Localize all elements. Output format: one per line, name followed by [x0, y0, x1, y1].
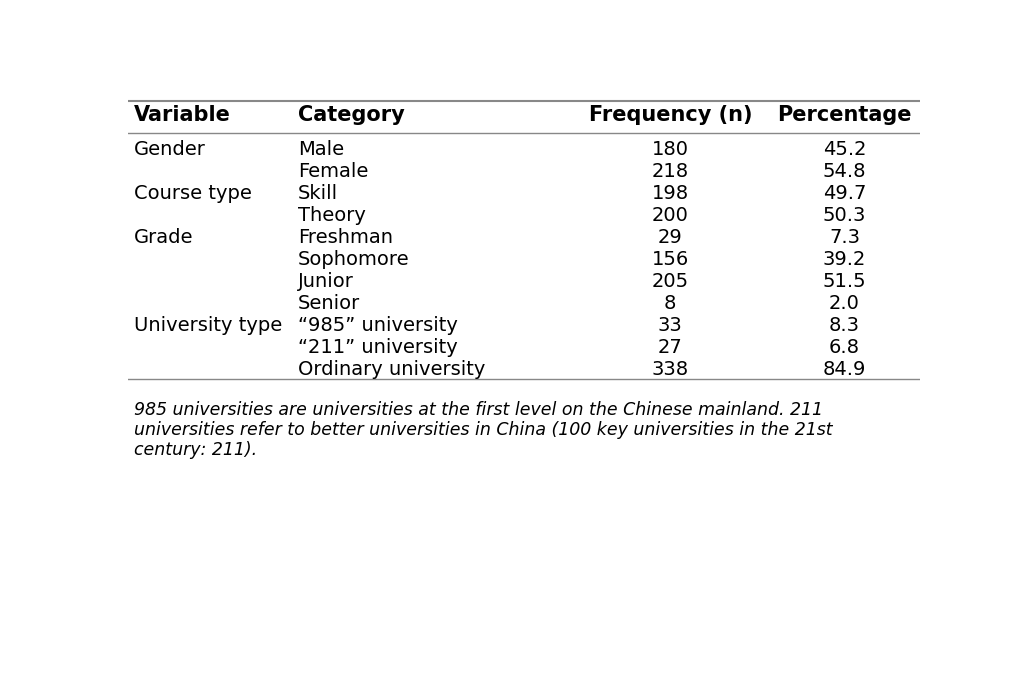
Text: Frequency (n): Frequency (n)	[589, 105, 752, 125]
Text: 54.8: 54.8	[823, 162, 867, 181]
Text: 49.7: 49.7	[823, 184, 867, 203]
Text: 338: 338	[652, 360, 689, 379]
Text: Freshman: Freshman	[298, 228, 393, 247]
Text: Senior: Senior	[298, 294, 361, 313]
Text: 156: 156	[652, 250, 689, 269]
Text: Grade: Grade	[134, 228, 193, 247]
Text: 180: 180	[652, 140, 689, 159]
Text: 198: 198	[652, 184, 689, 203]
Text: University type: University type	[134, 316, 282, 335]
Text: 200: 200	[652, 206, 689, 225]
Text: Female: Female	[298, 162, 368, 181]
Text: 27: 27	[658, 338, 683, 357]
Text: Percentage: Percentage	[778, 105, 912, 125]
Text: 51.5: 51.5	[823, 272, 867, 291]
Text: “985” university: “985” university	[298, 316, 458, 335]
Text: 8: 8	[664, 294, 677, 313]
Text: 7.3: 7.3	[829, 228, 861, 247]
Text: 2.0: 2.0	[829, 294, 860, 313]
Text: 84.9: 84.9	[823, 360, 867, 379]
Text: 39.2: 39.2	[823, 250, 867, 269]
Text: 6.8: 6.8	[829, 338, 861, 357]
Text: Ordinary university: Ordinary university	[298, 360, 485, 379]
Text: 45.2: 45.2	[823, 140, 867, 159]
Text: Sophomore: Sophomore	[298, 250, 410, 269]
Text: universities refer to better universities in China (100 key universities in the : universities refer to better universitie…	[134, 421, 833, 439]
Text: Male: Male	[298, 140, 344, 159]
Text: Theory: Theory	[298, 206, 366, 225]
Text: 29: 29	[658, 228, 683, 247]
Text: Skill: Skill	[298, 184, 338, 203]
Text: 50.3: 50.3	[823, 206, 867, 225]
Text: Gender: Gender	[134, 140, 206, 159]
Text: Variable: Variable	[134, 105, 231, 125]
Text: 218: 218	[652, 162, 689, 181]
Text: “211” university: “211” university	[298, 338, 458, 357]
Text: Course type: Course type	[134, 184, 252, 203]
Text: 8.3: 8.3	[829, 316, 861, 335]
Text: 985 universities are universities at the first level on the Chinese mainland. 21: 985 universities are universities at the…	[134, 401, 823, 419]
Text: century: 211).: century: 211).	[134, 441, 258, 459]
Text: 205: 205	[652, 272, 689, 291]
Text: 33: 33	[658, 316, 683, 335]
Text: Category: Category	[298, 105, 405, 125]
Text: Junior: Junior	[298, 272, 354, 291]
